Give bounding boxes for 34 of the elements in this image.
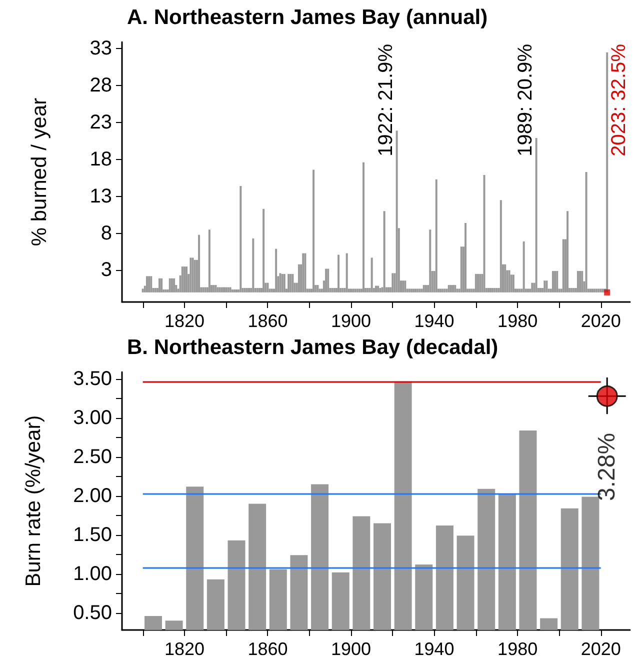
y-tick-label: 2.00: [73, 484, 112, 507]
y-axis-title: % burned / year: [28, 98, 51, 246]
y-tick-label: 1.00: [73, 562, 112, 585]
y-tick-label: 33: [90, 38, 112, 60]
y-tick-label: 1.50: [73, 524, 112, 546]
y-tick-label: 3: [100, 259, 112, 282]
y-tick-label: 0.50: [73, 602, 112, 624]
chart-title: B. Northeastern James Bay (decadal): [127, 336, 498, 359]
annotation: 1989: 20.9%: [514, 44, 536, 156]
x-tick-label: 2020: [580, 311, 621, 331]
x-tick-label: 1940: [414, 639, 454, 659]
x-tick-label: 1860: [248, 639, 288, 659]
y-tick-label: 18: [90, 148, 112, 170]
y-tick-label: 3.00: [73, 406, 112, 429]
data-label: 3.28%: [594, 432, 621, 501]
x-tick-label: 1940: [414, 311, 454, 331]
y-tick-label: 8: [100, 222, 112, 244]
x-tick-label: 1820: [164, 639, 204, 659]
annotation: 1922: 21.9%: [374, 44, 397, 156]
y-tick-label: 13: [90, 185, 112, 208]
x-tick-label: 1900: [330, 639, 372, 659]
y-tick-label: 23: [90, 112, 112, 134]
chart-title: A. Northeastern James Bay (annual): [127, 6, 488, 29]
x-tick-label: 1980: [498, 311, 538, 331]
x-tick-label: 1980: [498, 639, 538, 659]
y-tick-label: 28: [90, 74, 112, 97]
x-tick-label: 2020: [580, 639, 621, 659]
x-tick-label: 1860: [248, 311, 288, 331]
annotation: 2023: 32.5%: [608, 44, 630, 156]
y-axis-title: Burn rate (%/year): [22, 415, 45, 587]
x-tick-label: 1900: [330, 311, 372, 331]
x-tick-label: 1820: [164, 311, 204, 331]
y-tick-label: 2.50: [73, 446, 112, 468]
y-tick-label: 3.50: [73, 368, 112, 390]
